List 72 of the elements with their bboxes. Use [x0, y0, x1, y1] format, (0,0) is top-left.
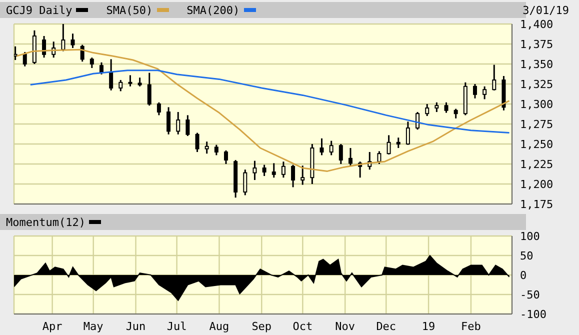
candlestick: [320, 138, 324, 156]
y-tick-label: 1,225: [520, 158, 554, 171]
candlestick: [156, 102, 161, 116]
candlestick: [224, 150, 228, 165]
y-tick-label: 1,200: [520, 178, 554, 191]
y-tick-label: 1,175: [520, 198, 554, 211]
y-tick-label: 1,250: [520, 138, 554, 151]
x-tick-label: Nov: [335, 320, 356, 333]
y-tick-label: 1,325: [520, 78, 554, 91]
legend-label: SMA(200): [186, 4, 240, 16]
y-tick-label: 0: [520, 268, 527, 282]
candlestick: [386, 134, 391, 156]
x-tick-label: Jul: [166, 320, 187, 333]
candlestick: [434, 102, 439, 113]
candlestick: [492, 64, 496, 92]
x-tick-label: 19: [422, 320, 436, 333]
candlestick: [416, 111, 420, 130]
candlestick: [90, 56, 94, 69]
candlestick: [70, 32, 75, 49]
text: 3/01/19: [522, 4, 569, 17]
x-tick-label: Feb: [461, 320, 481, 333]
x-tick-label: May: [83, 320, 104, 333]
candlestick: [195, 132, 200, 153]
y-tick-label: -50: [520, 288, 540, 302]
line-series: [30, 70, 510, 134]
legend-label: Momentum(12): [6, 216, 86, 228]
candlestick: [377, 150, 382, 165]
y-tick-label: 1,375: [520, 38, 554, 51]
candlestick: [444, 102, 448, 114]
candlestick: [243, 168, 248, 196]
candlestick: [147, 72, 152, 106]
y-tick-label: 50: [520, 249, 534, 262]
candlestick: [348, 147, 352, 168]
candlestick: [281, 160, 286, 178]
candlestick: [472, 83, 477, 100]
candlestick: [176, 111, 180, 136]
candlestick: [425, 103, 430, 117]
legend-label: GCJ9 Daily: [6, 4, 72, 16]
candlestick: [22, 51, 27, 68]
y-tick-label: 1,275: [520, 118, 554, 131]
candlestick: [262, 164, 266, 177]
candlestick: [42, 35, 46, 58]
x-tick-label: Apr: [42, 320, 63, 333]
candlestick: [406, 120, 410, 146]
candlestick: [99, 62, 104, 76]
x-tick-label: Jun: [126, 320, 146, 333]
candlestick: [128, 74, 132, 88]
candlestick: [186, 114, 190, 137]
candlestick: [252, 160, 257, 181]
x-tick-label: Aug: [209, 320, 230, 333]
candlestick: [454, 108, 458, 120]
candlestick: [329, 140, 334, 156]
candlestick: [118, 79, 123, 92]
y-tick-label: 1,400: [520, 18, 554, 31]
candlestick: [166, 106, 171, 136]
candlestick: [272, 162, 276, 178]
candlestick: [204, 140, 209, 154]
y-tick-label: -100: [520, 308, 546, 321]
candlestick: [396, 136, 400, 149]
y-tick-label: 1,300: [520, 98, 554, 111]
candlestick: [482, 86, 487, 100]
candlestick: [300, 164, 305, 186]
x-tick-label: Sep: [252, 320, 272, 333]
candlestick: [338, 143, 343, 165]
y-tick-label: 100: [520, 230, 540, 243]
candlestick: [109, 58, 114, 92]
x-tick-label: Oct: [292, 320, 313, 333]
candlestick: [291, 164, 296, 188]
legend-label: SMA(50): [106, 4, 153, 16]
candlestick: [214, 144, 218, 156]
y-tick-label: 1,350: [520, 58, 554, 71]
x-tick-label: Dec: [376, 320, 396, 333]
